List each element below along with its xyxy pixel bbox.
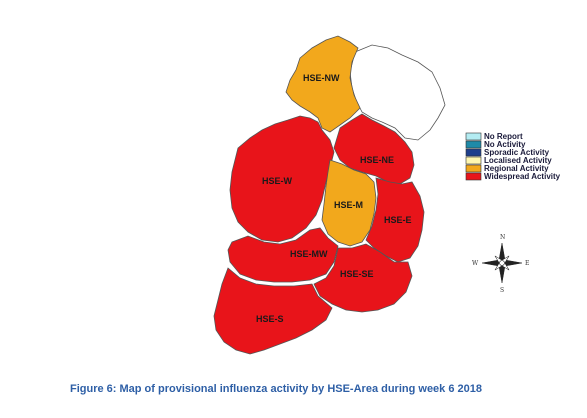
- region-hse-s: [213, 267, 333, 355]
- label-hse-mw: HSE-MW: [290, 249, 328, 259]
- label-hse-e: HSE-E: [384, 215, 412, 225]
- legend-swatch-no-report: [465, 132, 482, 141]
- legend-swatch-regional: [465, 164, 482, 173]
- region-hse-ne: [333, 113, 415, 185]
- label-hse-s: HSE-S: [256, 314, 284, 324]
- legend-swatch-sporadic: [465, 148, 482, 157]
- label-hse-ne: HSE-NE: [360, 155, 394, 165]
- figure-caption: Figure 6: Map of provisional influenza a…: [70, 383, 482, 395]
- label-hse-se: HSE-SE: [340, 269, 374, 279]
- compass-south-label: S: [500, 287, 504, 294]
- region-hse-e: [365, 177, 425, 263]
- legend-label-regional: Regional Activity: [484, 164, 549, 173]
- region-hse-w: [229, 115, 335, 243]
- legend-label-sporadic: Sporadic Activity: [484, 148, 550, 157]
- legend-label-no-activity: No Activity: [484, 140, 526, 149]
- legend-label-localised: Localised Activity: [484, 156, 552, 165]
- label-hse-nw: HSE-NW: [303, 73, 340, 83]
- compass-rose: N S E W: [472, 234, 529, 294]
- compass-west-label: W: [472, 260, 479, 267]
- region-hse-m: [321, 159, 377, 247]
- legend-label-widespread: Widespread Activity: [484, 172, 561, 181]
- region-hse-se: [313, 243, 413, 313]
- legend-swatch-widespread: [465, 172, 482, 181]
- legend-swatch-no-activity: [465, 140, 482, 149]
- region-hse-nw: [285, 35, 361, 133]
- legend-label-no-report: No Report: [484, 132, 523, 141]
- compass-center-icon: [499, 260, 505, 266]
- label-hse-w: HSE-W: [262, 176, 293, 186]
- legend-swatch-localised: [465, 156, 482, 165]
- region-hse-mw: [227, 227, 339, 283]
- compass-north-label: N: [500, 234, 505, 241]
- label-hse-m: HSE-M: [334, 200, 363, 210]
- compass-east-label: E: [525, 260, 529, 267]
- legend: No Report No Activity Sporadic Activity …: [465, 132, 561, 181]
